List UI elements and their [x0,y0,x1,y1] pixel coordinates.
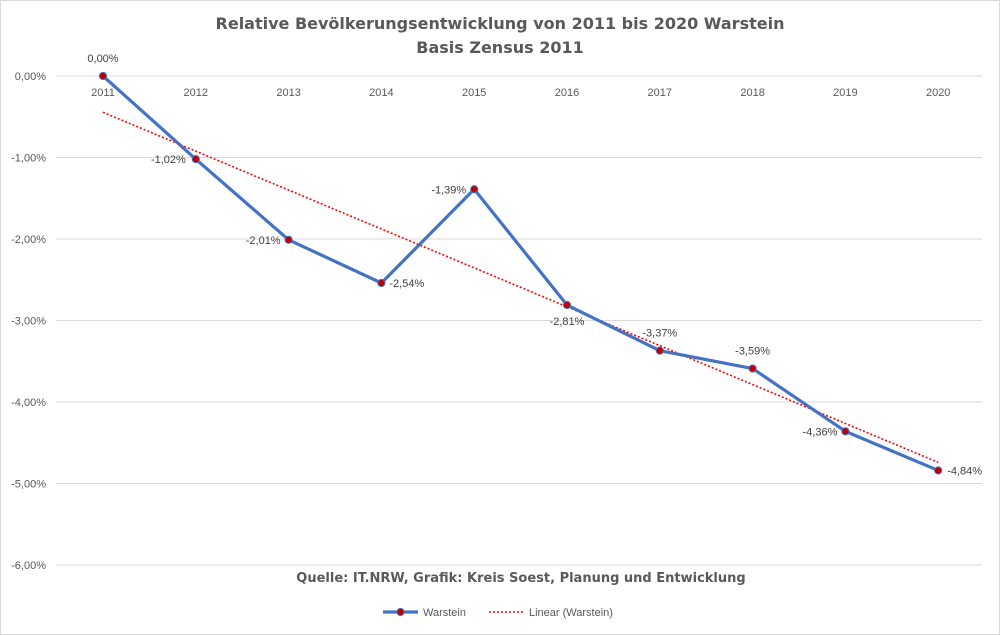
y-tick-label: -4,00% [11,397,46,409]
x-tick-label: 2013 [276,87,300,99]
y-tick-label: -2,00% [11,234,46,246]
data-label: -3,59% [735,346,770,358]
x-tick-label: 2011 [91,87,115,99]
legend-marker-warstein [396,607,405,617]
trendline [102,111,939,464]
source-note: Quelle: IT.NRW, Grafik: Kreis Soest, Pla… [296,571,745,586]
x-tick-label: 2019 [833,87,857,99]
y-tick-label: 0,00% [15,71,46,83]
y-tick-label: -6,00% [11,560,46,572]
y-tick-label: -3,00% [11,316,46,328]
x-tick-label: 2020 [926,87,950,99]
x-tick-label: 2018 [740,87,764,99]
legend: Warstein Linear (Warstein) [383,607,613,619]
data-label-layer: 0,00% -1,02% -2,01% -2,54% -1,39% -2,81% -3,37… [87,53,982,477]
x-tick-label: 2015 [462,87,486,99]
y-axis-tick-labels: 0,00% -1,00% -2,00% -3,00% -4,00% -5,00% -6,00… [11,71,46,572]
data-label: 0,00% [87,53,118,65]
x-tick-label: 2012 [184,87,208,99]
x-tick-label: 2017 [648,87,672,99]
y-tick-label: -1,00% [11,153,46,165]
data-label: -2,01% [246,235,281,247]
data-label: -2,54% [389,278,424,290]
data-label: -4,36% [803,426,838,438]
legend-label-trendline: Linear (Warstein) [529,607,613,619]
data-point [470,185,479,194]
x-tick-label: 2016 [555,87,579,99]
data-point [934,466,943,475]
data-point [562,300,572,310]
data-point [284,235,293,244]
gridlines [56,75,982,566]
data-point [377,278,386,288]
data-label: -1,39% [431,184,466,196]
chart-title: Relative Bevölkerungsentwicklung von 201… [215,14,785,33]
series-layer [98,71,943,475]
x-tick-label: 2014 [369,87,393,99]
trendline-layer [102,111,939,464]
data-point [191,155,200,164]
data-label: -3,37% [642,328,677,340]
series-line-warstein [101,74,939,472]
data-point [98,71,108,81]
data-point [748,364,757,373]
legend-label-warstein: Warstein [423,607,466,619]
data-label: -4,84% [947,465,982,477]
chart-subtitle: Basis Zensus 2011 [416,38,584,57]
data-label: -2,81% [550,316,585,328]
y-tick-label: -5,00% [11,479,46,491]
x-axis-tick-labels: 2011 2012 2013 2014 2015 2016 2017 2018 2019 2020 [91,87,950,99]
data-label: -1,02% [151,154,186,166]
data-point [655,346,664,355]
data-point [841,427,850,436]
